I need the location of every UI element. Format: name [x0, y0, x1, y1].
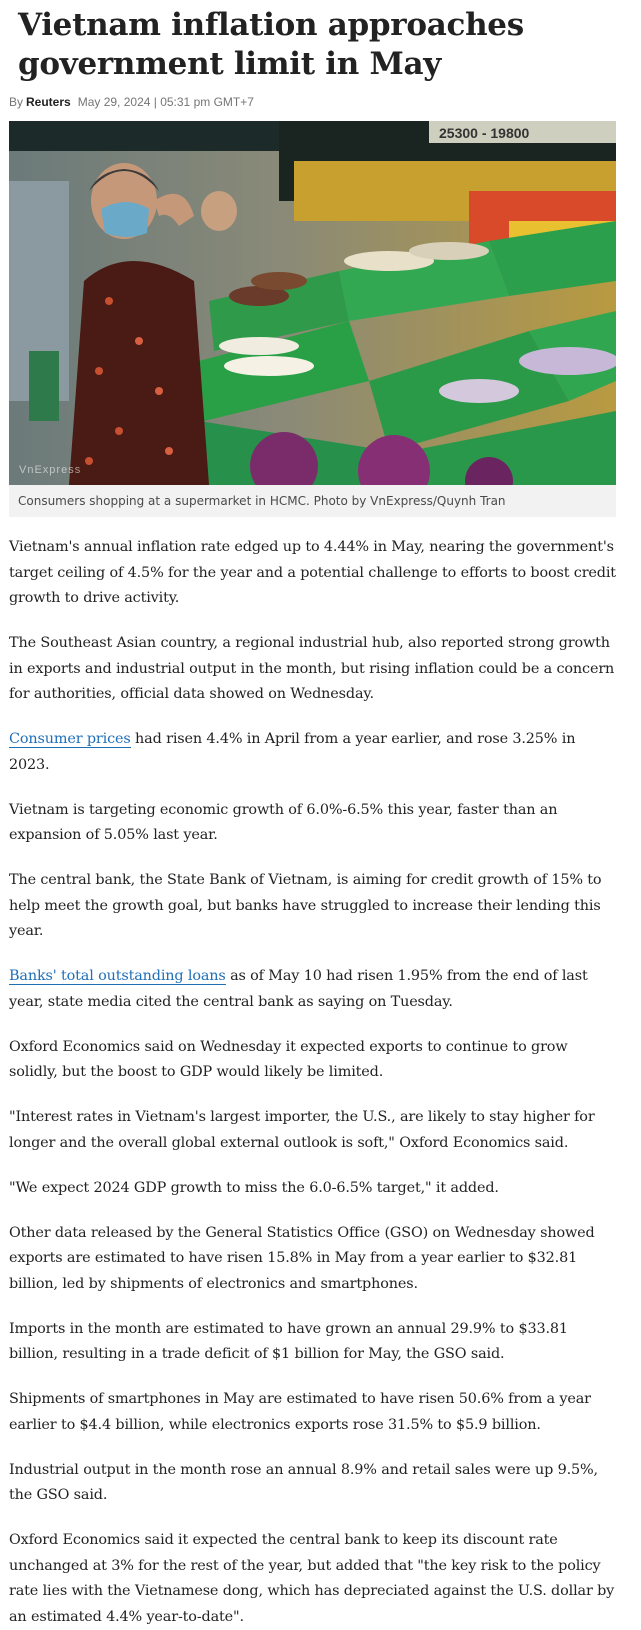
paragraph: Consumer prices had risen 4.4% in April …: [9, 727, 619, 778]
article-title: Vietnam inflation approaches government …: [18, 7, 524, 82]
paragraph: "We expect 2024 GDP growth to miss the 6…: [9, 1176, 619, 1202]
publish-date: May 29, 2024 | 05:31 pm GMT+7: [77, 95, 254, 109]
paragraph-text: "We expect 2024 GDP growth to miss the 6…: [9, 1179, 499, 1196]
byline: By Reuters May 29, 2024 | 05:31 pm GMT+7: [9, 95, 632, 109]
paragraph-text: had risen 4.4% in April from a year earl…: [9, 731, 576, 773]
watermark-text: VnExpress: [19, 464, 81, 476]
paragraph: Oxford Economics said on Wednesday it ex…: [9, 1035, 619, 1086]
consumer-prices-link[interactable]: Consumer prices: [9, 731, 131, 748]
paragraph: Banks' total outstanding loans as of May…: [9, 964, 619, 1015]
banks-loans-link[interactable]: Banks' total outstanding loans: [9, 968, 226, 985]
author-link[interactable]: Reuters: [26, 95, 71, 109]
paragraph-text: The central bank, the State Bank of Viet…: [9, 872, 602, 939]
paragraph: Vietnam's annual inflation rate edged up…: [9, 535, 619, 612]
photo-caption: Consumers shopping at a supermarket in H…: [9, 485, 616, 517]
paragraph: Oxford Economics said it expected the ce…: [9, 1528, 619, 1630]
paragraph-text: Vietnam's annual inflation rate edged up…: [9, 539, 616, 606]
paragraph-text: Shipments of smartphones in May are esti…: [9, 1391, 591, 1433]
paragraph-text: Imports in the month are estimated to ha…: [9, 1320, 568, 1363]
paragraph-text: Other data released by the General Stati…: [9, 1224, 595, 1292]
paragraph: Shipments of smartphones in May are esti…: [9, 1387, 619, 1438]
paragraph: "Interest rates in Vietnam's largest imp…: [9, 1105, 619, 1156]
article-body: Vietnam's annual inflation rate edged up…: [9, 535, 619, 1630]
paragraph-text: Oxford Economics said on Wednesday it ex…: [9, 1038, 568, 1081]
paragraph: Industrial output in the month rose an a…: [9, 1458, 619, 1509]
supermarket-photo-illustration: 25300 - 19800: [9, 121, 616, 485]
article-page: Vietnam inflation approaches government …: [0, 6, 641, 1630]
article-figure: 25300 - 19800: [9, 121, 616, 517]
price-sign-text: 25300 - 19800: [439, 125, 530, 141]
paragraph: Imports in the month are estimated to ha…: [9, 1317, 619, 1368]
paragraph-text: The Southeast Asian country, a regional …: [9, 635, 615, 702]
paragraph-text: Oxford Economics said it expected the ce…: [9, 1532, 615, 1625]
paragraph-text: Vietnam is targeting economic growth of …: [9, 801, 558, 844]
paragraph-text: as of May 10 had risen 1.95% from the en…: [9, 968, 588, 1010]
article-photo[interactable]: 25300 - 19800: [9, 121, 616, 485]
produce: [219, 242, 616, 485]
shopper-woman: [69, 163, 209, 485]
paragraph: The Southeast Asian country, a regional …: [9, 631, 619, 708]
paragraph-text: "Interest rates in Vietnam's largest imp…: [9, 1109, 595, 1151]
byline-prefix: By: [9, 95, 24, 109]
paragraph: Vietnam is targeting economic growth of …: [9, 798, 619, 849]
paragraph: The central bank, the State Bank of Viet…: [9, 868, 619, 945]
paragraph-text: Industrial output in the month rose an a…: [9, 1461, 598, 1504]
paragraph: Other data released by the General Stati…: [9, 1221, 619, 1298]
